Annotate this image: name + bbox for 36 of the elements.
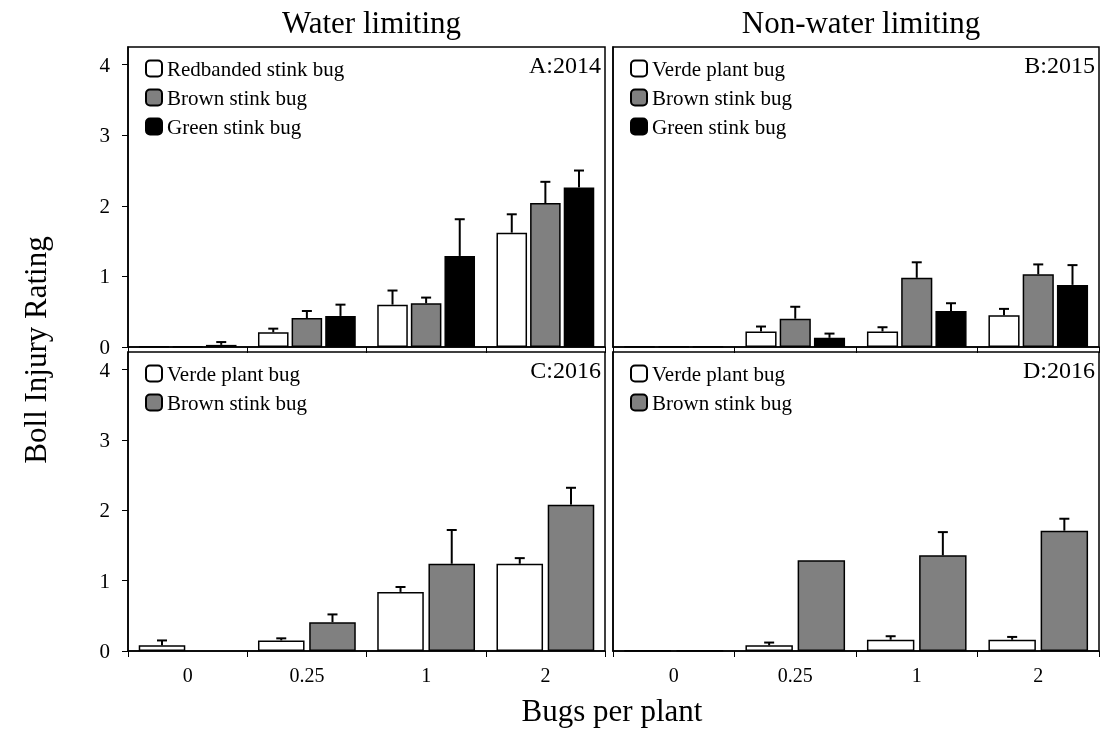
legend-label: Verde plant bug (167, 361, 301, 386)
x-tick-label: 1 (421, 664, 432, 686)
annotation: D:2016 (1023, 357, 1095, 383)
legend-label: Green stink bug (167, 114, 302, 139)
chart-title: Water limiting (281, 5, 462, 40)
x-tick-label: 0.25 (777, 664, 813, 686)
legend-label: Verde plant bug (652, 56, 786, 81)
x-tick-label: 2 (1033, 664, 1044, 686)
y-tick-label: 2 (99, 193, 110, 218)
y-tick-label: 0 (99, 639, 110, 663)
y-tick-label: 1 (99, 568, 110, 593)
y-tick-label: 1 (99, 264, 110, 289)
annotation: C:2016 (530, 357, 602, 383)
x-tick-label: 1 (911, 664, 922, 686)
y-tick-label: 4 (99, 52, 111, 77)
x-axis-title: Bugs per plant (521, 693, 703, 729)
y-tick-label: 3 (99, 427, 110, 452)
legend-label: Redbanded stink bug (167, 56, 345, 81)
legend-label: Brown stink bug (652, 390, 793, 415)
y-tick-label: 3 (99, 123, 110, 148)
chart-title: Non-water limiting (741, 5, 981, 40)
x-tick-label: 0 (668, 664, 679, 686)
x-tick-label: 2 (540, 664, 551, 686)
legend-label: Verde plant bug (652, 361, 786, 386)
x-tick-label: 0.25 (289, 664, 325, 686)
legend-label: Brown stink bug (167, 85, 308, 110)
x-tick-label: 0 (182, 664, 193, 686)
annotation: B:2015 (1024, 52, 1096, 78)
legend-label: Green stink bug (652, 114, 787, 139)
annotation: A:2014 (529, 52, 601, 78)
y-tick-label: 2 (99, 498, 110, 523)
legend-label: Brown stink bug (652, 85, 793, 110)
y-tick-label: 0 (99, 335, 110, 359)
y-tick-label: 4 (99, 357, 111, 382)
legend-label: Brown stink bug (167, 390, 308, 415)
y-axis-title: Boll Injury Rating (18, 236, 54, 464)
